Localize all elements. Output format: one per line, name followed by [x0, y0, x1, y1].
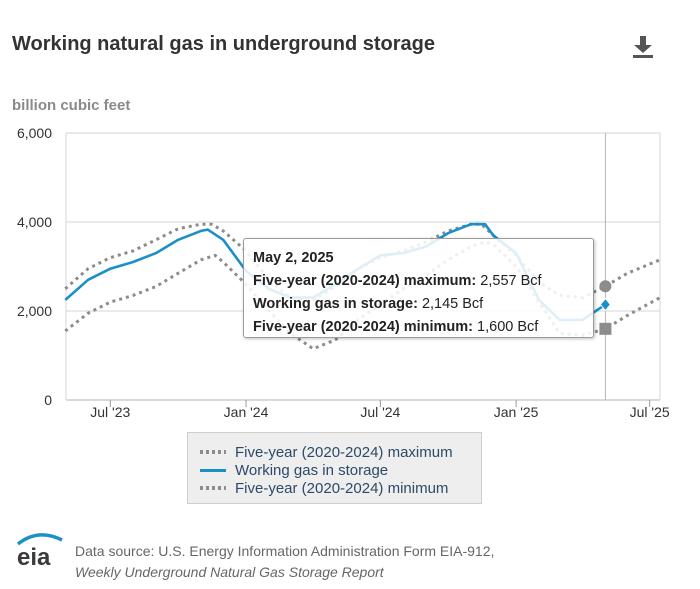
hover-markers	[599, 280, 612, 335]
tooltip-date: May 2, 2025	[253, 250, 334, 266]
tooltip-label: Five-year (2020-2024) maximum:	[253, 273, 477, 289]
x-tick-label: Jul '25	[630, 404, 670, 420]
hover-marker-maximum	[599, 280, 612, 293]
x-tick-label: Jan '24	[224, 404, 269, 420]
tooltip-row-maximum: Five-year (2020-2024) maximum: 2,557 Bcf	[253, 270, 584, 293]
legend-item-minimum[interactable]: Five-year (2020-2024) minimum	[200, 478, 448, 498]
source-line: Data source: U.S. Energy Information Adm…	[75, 543, 495, 559]
x-tick-label: Jan '25	[494, 404, 539, 420]
solid-line-swatch	[200, 468, 226, 472]
x-tick-label: Jul '24	[360, 404, 400, 420]
legend-label: Five-year (2020-2024) minimum	[235, 479, 449, 497]
download-button[interactable]	[628, 32, 658, 62]
tooltip-value: 1,600 Bcf	[477, 319, 539, 335]
legend-item-maximum[interactable]: Five-year (2020-2024) maximum	[200, 442, 453, 462]
dotted-line-swatch	[200, 486, 226, 490]
tooltip-row-working-gas: Working gas in storage: 2,145 Bcf	[253, 293, 584, 316]
tooltip-row-minimum: Five-year (2020-2024) minimum: 1,600 Bcf	[253, 316, 584, 339]
y-axis-unit-label: billion cubic feet	[12, 97, 131, 114]
tooltip-label: Working gas in storage:	[253, 296, 418, 312]
y-tick-label: 4,000	[17, 214, 52, 230]
x-axis-ticks: Jul '23 Jan '24 Jul '24 Jan '25 Jul '25	[90, 400, 670, 420]
tooltip-value: 2,145 Bcf	[421, 296, 484, 312]
chart-title: Working natural gas in underground stora…	[12, 33, 435, 55]
hover-tooltip: May 2, 2025 Five-year (2020-2024) maximu…	[243, 238, 594, 338]
hover-marker-minimum	[599, 322, 612, 335]
dotted-line-swatch	[200, 450, 226, 454]
download-icon	[633, 36, 653, 58]
y-axis-ticks: 0 2,000 4,000 6,000	[17, 125, 52, 408]
data-source-note: Data source: U.S. Energy Information Adm…	[75, 541, 494, 583]
y-tick-label: 2,000	[17, 303, 52, 319]
chart-legend: Five-year (2020-2024) maximum Working ga…	[187, 432, 482, 504]
legend-item-working-gas[interactable]: Working gas in storage	[200, 460, 388, 480]
logo-text: eia	[17, 544, 51, 568]
x-tick-label: Jul '23	[90, 404, 130, 420]
source-report-name: Weekly Underground Natural Gas Storage R…	[75, 564, 384, 580]
y-tick-label: 0	[44, 392, 52, 408]
hover-marker-working-gas	[599, 297, 612, 312]
legend-label: Working gas in storage	[235, 461, 389, 479]
tooltip-label: Five-year (2020-2024) minimum:	[253, 319, 474, 335]
y-tick-label: 6,000	[17, 125, 52, 141]
legend-label: Five-year (2020-2024) maximum	[235, 443, 453, 461]
series-line-maximum	[64, 222, 661, 302]
tooltip-value: 2,557 Bcf	[480, 273, 542, 289]
eia-logo: eia	[16, 533, 63, 568]
